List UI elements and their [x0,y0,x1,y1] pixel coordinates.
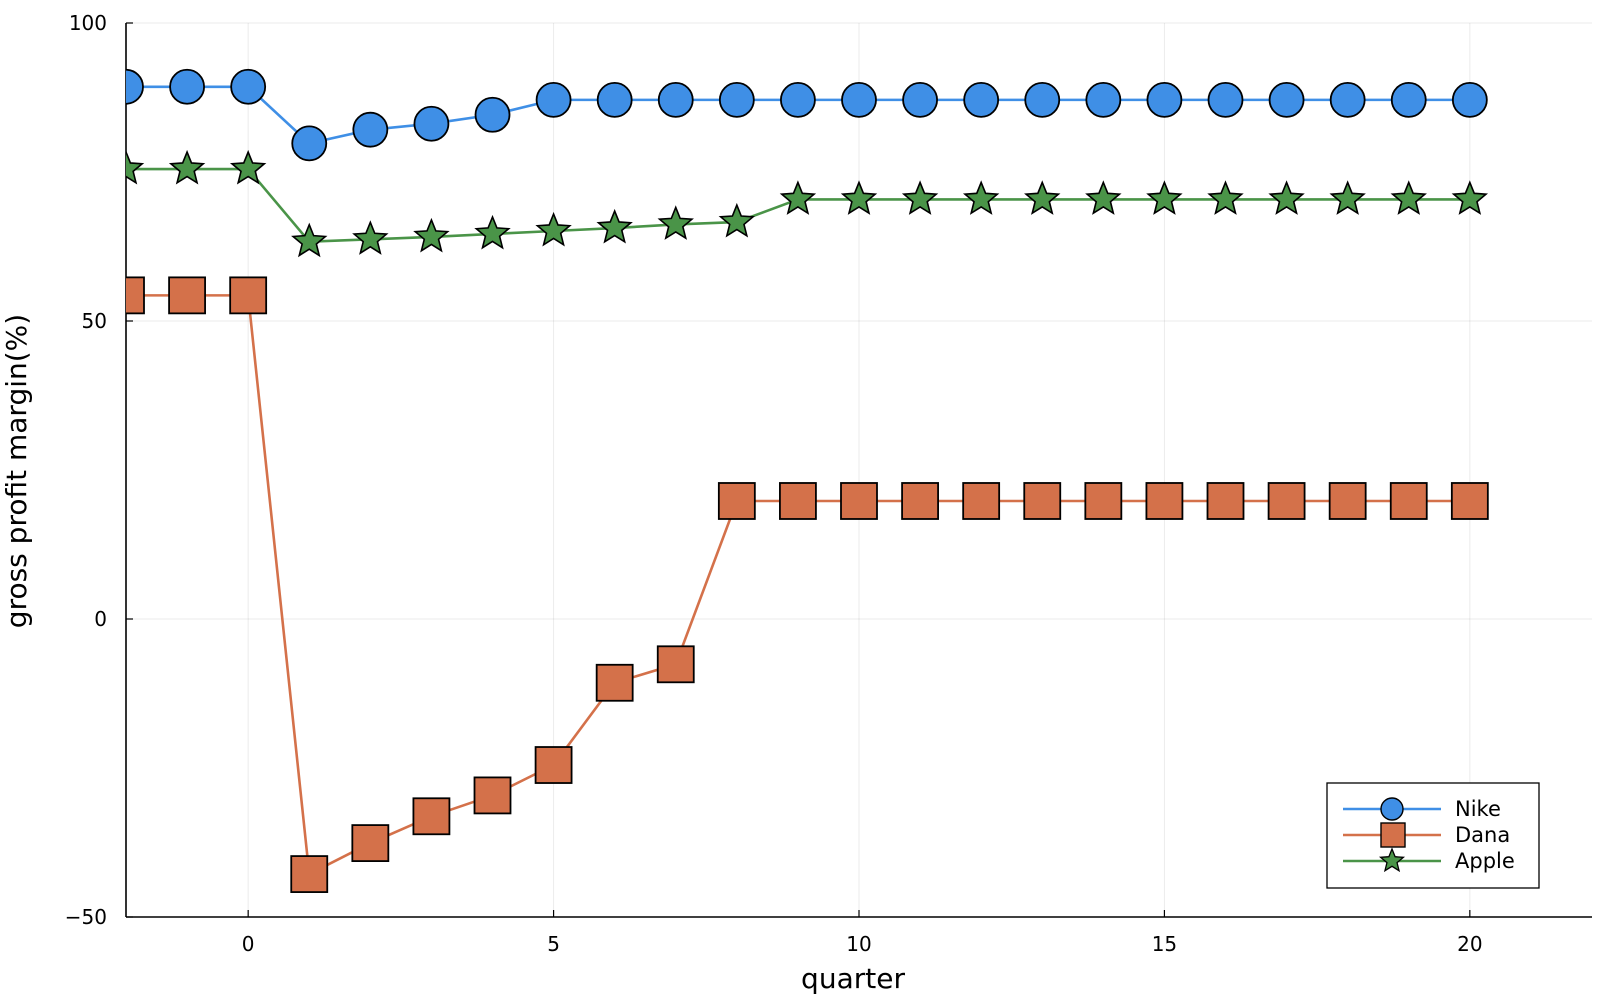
y-axis-title: gross profit margin(%) [0,314,33,628]
dana-point [962,482,1001,520]
apple-point [1207,180,1244,215]
dana-point [595,663,634,702]
dana-point [473,776,512,815]
dana-point [1450,482,1489,520]
dana-point [290,855,329,893]
dana-point [534,746,573,784]
apple-point [779,180,817,215]
dana-line [126,294,1470,877]
apple-point [1085,180,1122,215]
series-group [126,68,1489,893]
y-tick-label: 0 [94,607,107,631]
legend-dana-marker [1380,822,1406,848]
apple-point [962,180,1000,215]
nike-point [963,81,1000,118]
nike-point [126,68,144,105]
dana-point [351,824,390,862]
y-tick-label: −50 [65,905,107,929]
legend-apple-label: Apple [1455,849,1515,873]
apple-point [840,180,878,215]
legend-dana-label: Dana [1455,823,1510,847]
nike-point [1451,81,1488,118]
dana-point [1328,482,1367,520]
x-tick-label: 20 [1457,932,1482,956]
legend-apple-marker [1378,847,1406,873]
dana-point [412,797,451,836]
nike-point [230,68,267,105]
nike-point [1085,81,1122,118]
nike-point [596,81,633,118]
apple-point [126,149,145,185]
x-tick-label: 0 [242,932,255,956]
apple-point [474,214,511,250]
apple-point [291,222,328,258]
nike-point [657,81,694,118]
apple-point [229,149,267,185]
nike-point [535,81,572,118]
dana-point [1206,482,1245,520]
apple-point [657,205,694,240]
dana-point [1145,482,1184,520]
y-tick-label: 50 [82,309,107,333]
dana-point [656,645,695,684]
dana-point [779,482,817,520]
nike-point [1268,81,1305,118]
legend-nike-marker [1380,797,1404,821]
apple-point [718,202,756,238]
apple-point [1146,180,1183,215]
x-tick-label: 15 [1152,932,1177,956]
nike-point [1146,81,1183,118]
dana-point [1267,482,1306,520]
apple-point [352,220,389,255]
dana-point [901,482,939,520]
series-nike [126,68,1488,162]
apple-point [413,217,450,253]
x-tick-label: 5 [547,932,560,956]
nike-point [291,125,328,162]
y-tick-label: 100 [69,11,107,35]
apple-point [1268,180,1305,215]
series-dana [126,276,1489,893]
legend-nike-label: Nike [1455,797,1501,821]
series-apple [126,149,1489,258]
apple-point [1024,180,1061,215]
nike-point [902,81,938,118]
x-tick-label: 10 [846,932,871,956]
x-axis-title: quarter [801,962,905,995]
dana-point [1084,482,1123,520]
apple-point [1451,180,1489,215]
apple-point [535,211,572,247]
nike-point [1207,81,1244,118]
nike-point [1390,81,1427,118]
apple-point [901,180,939,215]
nike-point [718,81,755,118]
nike-point [841,81,877,118]
dana-point [1389,482,1428,520]
apple-point [1329,180,1366,215]
nike-point [413,105,450,142]
nike-point [1329,81,1366,118]
apple-point [596,208,633,244]
dana-point [840,482,878,520]
dana-point [126,276,145,315]
nike-point [474,96,511,133]
dana-point [717,482,756,520]
nike-point [352,111,389,148]
nike-point [169,68,205,105]
nike-point [780,81,816,118]
axes: 0 5 10 15 20 −50 0 50 100 [65,11,1592,956]
nike-point [1024,81,1061,118]
dana-point [229,276,268,315]
dana-point [1023,482,1062,520]
apple-point [168,149,206,185]
dana-point [168,276,206,315]
apple-point [1390,180,1427,215]
